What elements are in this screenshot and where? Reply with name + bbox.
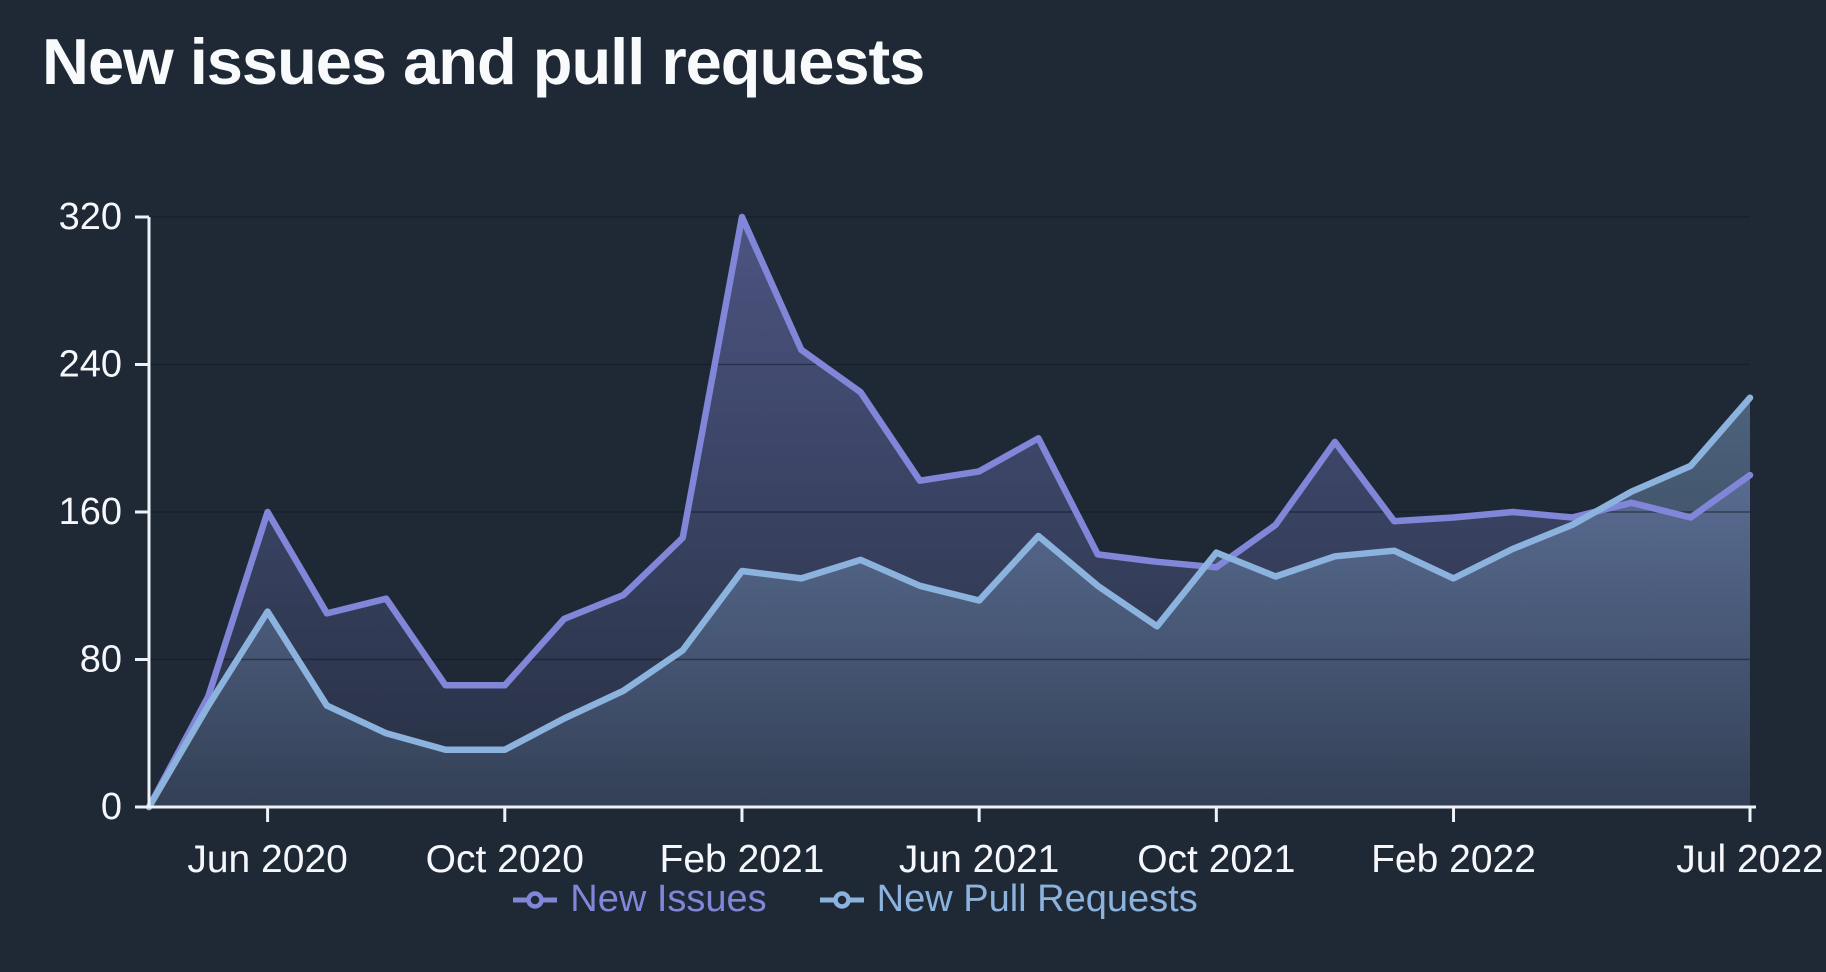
y-tick-label: 240 bbox=[59, 344, 122, 386]
x-tick-label: Jul 2022 bbox=[1676, 838, 1823, 881]
chart-title: New issues and pull requests bbox=[42, 25, 925, 98]
legend-item-new-issues[interactable]: New Issues bbox=[512, 878, 767, 921]
legend: New Issues New Pull Requests bbox=[0, 878, 1768, 921]
y-tick-label: 0 bbox=[101, 786, 122, 828]
area-pull-requests bbox=[149, 397, 1750, 807]
x-tick-label: Oct 2021 bbox=[1137, 838, 1295, 881]
line-pull-requests bbox=[145, 394, 1754, 811]
y-tick-label: 160 bbox=[59, 491, 122, 533]
legend-label-new-pull-requests: New Pull Requests bbox=[876, 878, 1198, 920]
new-pull-requests-marker-icon bbox=[819, 890, 864, 909]
legend-item-new-pull-requests[interactable]: New Pull Requests bbox=[819, 878, 1198, 921]
new-issues-marker-icon bbox=[513, 890, 558, 909]
y-tick-label: 80 bbox=[80, 639, 122, 681]
x-tick-label: Feb 2021 bbox=[660, 838, 825, 881]
x-tick-label: Jun 2020 bbox=[187, 838, 347, 881]
line-issues bbox=[145, 213, 1754, 811]
x-tick-label: Feb 2022 bbox=[1371, 838, 1536, 881]
legend-label-new-issues: New Issues bbox=[570, 878, 767, 920]
y-tick-label: 320 bbox=[59, 196, 122, 238]
x-tick-label: Jun 2021 bbox=[899, 838, 1059, 881]
x-tick-label: Oct 2020 bbox=[426, 838, 584, 881]
